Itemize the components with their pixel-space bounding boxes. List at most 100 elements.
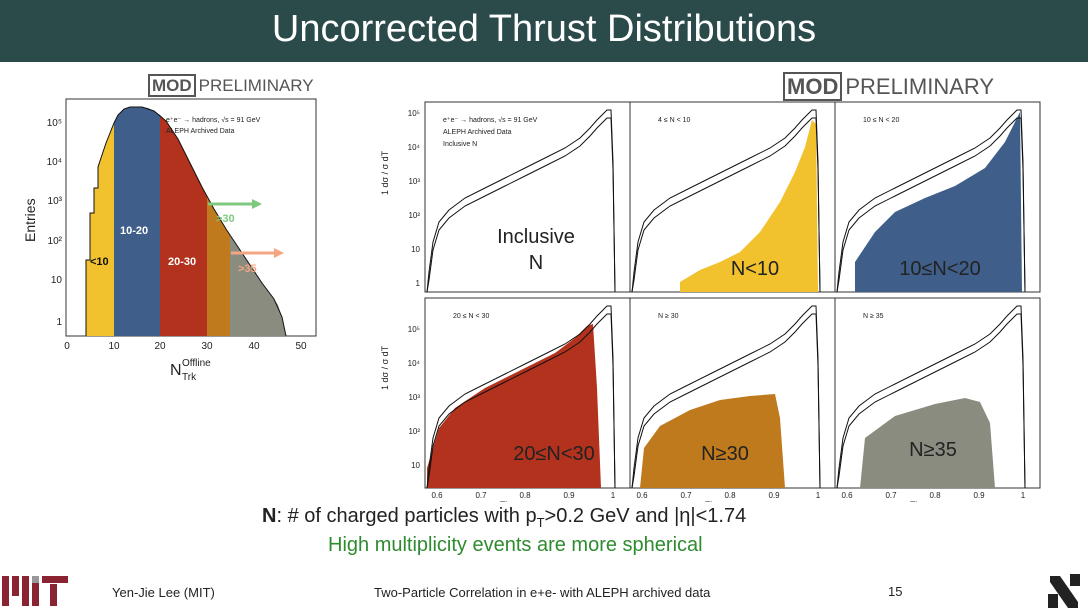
caption-rest: >0.2 GeV and |η|<1.74 xyxy=(544,505,747,527)
panel-label-inclusive: Inclusive N xyxy=(476,224,596,276)
region-lt10 xyxy=(86,123,114,336)
x-tick: 1 xyxy=(611,491,616,500)
mod-badge-left: MOD PRELIMINARY xyxy=(148,74,314,97)
panel-legend: N ≥ 35 xyxy=(863,313,884,320)
label-20-30: 20-30 xyxy=(168,256,196,268)
label-lt10: <10 xyxy=(90,256,109,268)
y-tick: 10⁴ xyxy=(408,359,421,368)
panel-fill xyxy=(427,324,601,488)
x-tick: 0.7 xyxy=(680,491,692,500)
arrow-gt35-head xyxy=(274,248,284,258)
panel-fill xyxy=(640,394,785,488)
footer-talk-title: Two-Particle Correlation in e+e- with AL… xyxy=(374,585,711,600)
legend-line-2: ALEPH Archived Data xyxy=(166,128,235,135)
panel-legend: 20 ≤ N < 30 xyxy=(453,313,489,320)
label-10-20: 10-20 xyxy=(120,225,148,237)
panel-outline xyxy=(426,109,616,293)
x-tick: 0.6 xyxy=(431,491,443,500)
caption-definition: N: # of charged particles with pT>0.2 Ge… xyxy=(262,505,746,530)
arrow-gt30-head xyxy=(252,199,262,209)
panel-outline xyxy=(631,109,821,293)
y-tick: 10² xyxy=(408,211,420,220)
caption-n: N xyxy=(262,505,277,527)
panel-legend: e⁺e⁻ → hadrons, √s = 91 GeV xyxy=(443,116,538,124)
caption-sub: T xyxy=(536,515,545,530)
label-gt30: >30 xyxy=(216,213,235,225)
y-tick: 10³ xyxy=(48,196,63,207)
thrust-grid: 1 dσ / σ dT 1 dσ / σ dT 10⁵ 10⁴ 10³ 10² … xyxy=(380,101,1041,502)
region-gt35 xyxy=(230,235,286,336)
panel-legend: ALEPH Archived Data xyxy=(443,129,512,136)
x-axis-label: Thrust xyxy=(910,500,936,502)
panel-legend: N ≥ 30 xyxy=(658,313,679,320)
panel-label-10-20: 10≤N<20 xyxy=(899,258,981,280)
panel-outline xyxy=(426,117,616,293)
y-tick: 10² xyxy=(408,427,420,436)
mit-logo-icon xyxy=(2,576,68,606)
panel-outline xyxy=(631,305,821,489)
panel-label-gt35: N≥35 xyxy=(909,439,957,461)
x-tick: 1 xyxy=(816,491,821,500)
panel-legend: 10 ≤ N < 20 xyxy=(863,117,899,124)
panel-label-gt30: N≥30 xyxy=(701,443,749,465)
x-tick: 0.7 xyxy=(475,491,487,500)
y-tick: 10 xyxy=(411,245,420,254)
x-tick: 50 xyxy=(295,341,307,352)
institution-logo-icon xyxy=(1048,574,1080,608)
y-tick: 10 xyxy=(51,275,63,286)
mit-logo xyxy=(0,574,78,608)
panel-fill xyxy=(680,120,818,292)
panel-label-20-30: 20≤N<30 xyxy=(513,443,595,465)
y-axis-label-top: 1 dσ / σ dT xyxy=(380,150,390,195)
panel-outline xyxy=(631,313,821,489)
x-tick: 1 xyxy=(1021,491,1026,500)
x-tick: 0.9 xyxy=(973,491,985,500)
panel-outline xyxy=(631,117,821,293)
x-tick: 0.8 xyxy=(929,491,941,500)
region-20-30 xyxy=(160,115,207,336)
mod-text: MOD xyxy=(787,74,839,99)
x-tick: 30 xyxy=(201,341,213,352)
multiplicity-plot: e⁺e⁻ → hadrons, √s = 91 GeV ALEPH Archiv… xyxy=(22,98,317,383)
panel-outline xyxy=(836,305,1026,489)
panel-outline xyxy=(426,305,616,489)
panel-legend: 4 ≤ N < 10 xyxy=(658,117,691,124)
y-axis-label: Entries xyxy=(22,198,38,242)
y-tick: 10³ xyxy=(408,177,420,186)
region-30-35 xyxy=(207,197,230,336)
y-tick: 10⁵ xyxy=(47,118,62,129)
region-10-20 xyxy=(114,107,160,336)
panel-fill xyxy=(860,398,995,488)
title-bar xyxy=(0,0,1088,62)
x-tick: 40 xyxy=(248,341,260,352)
y-axis-label-bottom: 1 dσ / σ dT xyxy=(380,345,390,390)
y-tick: 10² xyxy=(48,236,63,247)
y-tick: 10 xyxy=(411,461,420,470)
x-tick: 0.8 xyxy=(724,491,736,500)
x-tick: 0.6 xyxy=(841,491,853,500)
x-axis-label: Thrust xyxy=(500,500,526,502)
x-tick: 0 xyxy=(64,341,70,352)
panel-outline xyxy=(836,109,1026,293)
y-tick: 1 xyxy=(56,317,62,328)
preliminary-text: PRELIMINARY xyxy=(198,76,314,95)
x-tick: 0.8 xyxy=(519,491,531,500)
x-tick: 0.9 xyxy=(563,491,575,500)
x-tick: 0.7 xyxy=(885,491,897,500)
institution-logo xyxy=(1044,572,1084,610)
preliminary-text: PRELIMINARY xyxy=(845,74,995,99)
x-axis-label-sub: Trk xyxy=(182,372,197,383)
legend-line-1: e⁺e⁻ → hadrons, √s = 91 GeV xyxy=(166,116,261,124)
label-gt35: >35 xyxy=(238,263,257,275)
x-axis-label: Thrust xyxy=(705,500,731,502)
panel-fill xyxy=(855,112,1022,292)
x-axis-label: N xyxy=(170,362,182,379)
y-tick: 10³ xyxy=(408,393,420,402)
x-axis-label-sup: Offline xyxy=(182,358,211,369)
panel-legend: Inclusive N xyxy=(443,141,477,148)
y-tick: 10⁴ xyxy=(47,157,62,168)
y-tick: 10⁵ xyxy=(408,109,420,118)
x-tick: 0.6 xyxy=(636,491,648,500)
y-tick: 10⁵ xyxy=(408,325,420,334)
panel-outline xyxy=(836,117,1026,293)
